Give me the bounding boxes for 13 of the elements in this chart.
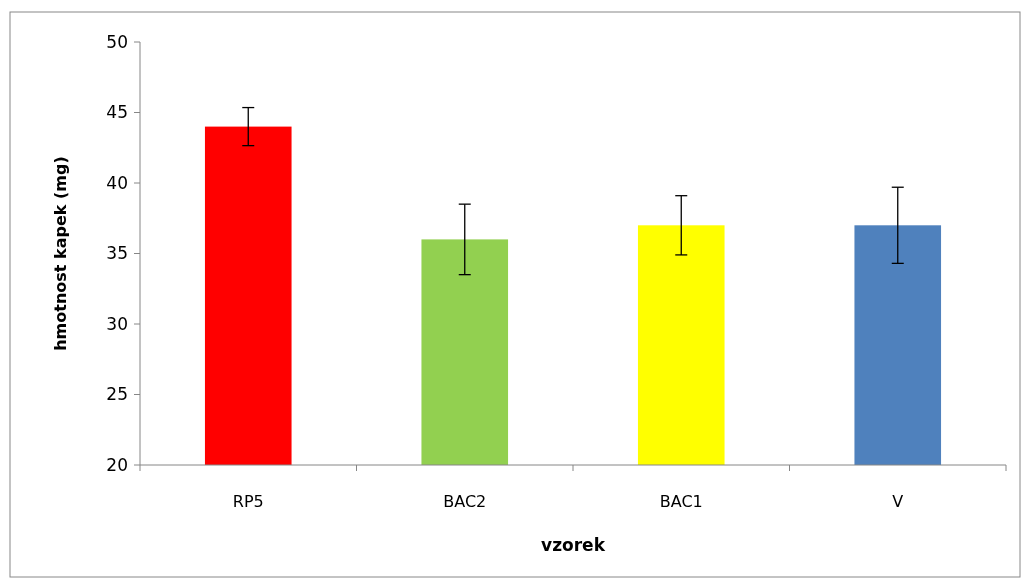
- y-tick-label: 30: [106, 313, 128, 334]
- x-tick-label: V: [892, 492, 904, 511]
- y-tick-label: 50: [106, 31, 128, 52]
- x-tick-label: BAC1: [659, 492, 703, 511]
- x-axis-title: vzorek: [541, 535, 606, 555]
- y-tick-label: 40: [106, 172, 128, 193]
- y-axis-title: hmotnost kapek (mg): [51, 156, 70, 351]
- y-tick-label: 45: [106, 102, 128, 123]
- y-tick-label: 25: [106, 384, 128, 405]
- y-tick-label: 35: [106, 243, 128, 264]
- x-tick-label: RP5: [232, 492, 264, 511]
- x-tick-label: BAC2: [443, 492, 487, 511]
- y-tick-label: 20: [106, 454, 128, 475]
